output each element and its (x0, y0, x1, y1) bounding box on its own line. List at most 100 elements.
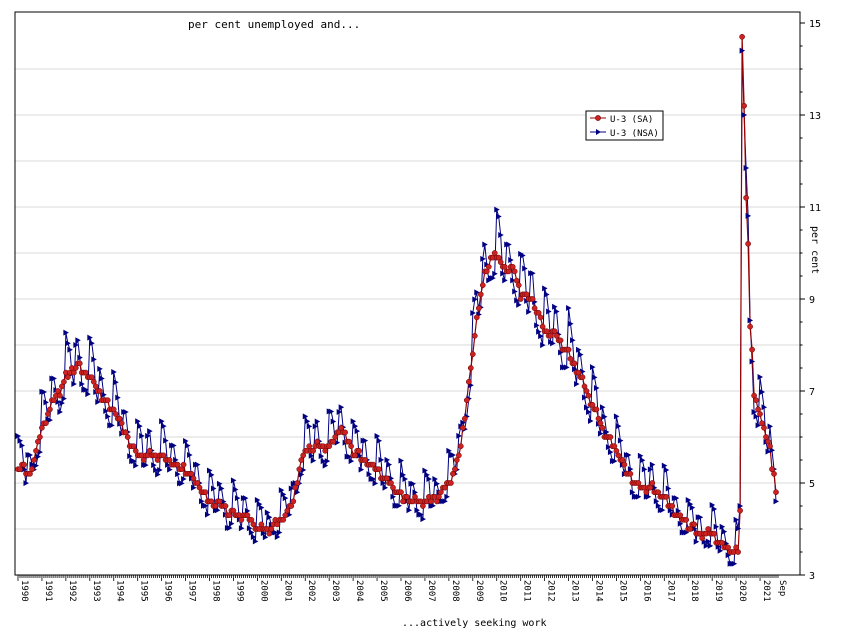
point-nsa (87, 334, 93, 341)
point-nsa (430, 502, 436, 509)
point-sa (342, 429, 348, 436)
x-tick-label: 1998 (210, 580, 220, 602)
x-tick-label: 1992 (67, 580, 77, 602)
x-tick-label: 2010 (498, 580, 508, 602)
point-nsa (426, 475, 432, 482)
point-nsa (544, 291, 550, 298)
point-nsa (731, 560, 738, 567)
point-nsa (490, 275, 496, 282)
point-sa (180, 461, 187, 468)
point-nsa (238, 525, 245, 532)
point-nsa (127, 453, 133, 460)
point-nsa (542, 285, 548, 292)
point-nsa (745, 212, 752, 219)
point-nsa (111, 369, 117, 376)
point-nsa (550, 340, 556, 347)
point-nsa (376, 437, 383, 444)
point-sa (21, 461, 27, 468)
point-nsa (298, 471, 305, 478)
point-nsa (554, 308, 560, 315)
point-nsa (506, 241, 512, 248)
point-nsa (510, 277, 516, 284)
point-nsa (599, 404, 606, 411)
point-nsa (663, 467, 670, 474)
point-sa (104, 397, 111, 404)
point-nsa (755, 422, 762, 429)
point-nsa (516, 301, 522, 308)
point-nsa (414, 507, 420, 514)
point-nsa (83, 386, 89, 393)
point-nsa (719, 523, 726, 530)
point-nsa (350, 418, 357, 425)
point-nsa (472, 296, 478, 303)
y-tick-label: 15 (809, 19, 821, 30)
point-sa (376, 466, 382, 473)
point-nsa (115, 394, 121, 401)
point-nsa (372, 480, 379, 487)
point-nsa (91, 356, 97, 363)
point-nsa (422, 467, 428, 474)
point-nsa (181, 475, 187, 482)
point-nsa (15, 433, 21, 440)
point-nsa (496, 213, 502, 220)
point-sa (33, 447, 39, 454)
point-nsa (101, 391, 107, 398)
point-nsa (75, 337, 81, 344)
point-sa (761, 424, 767, 431)
x-tick-label: 1999 (234, 580, 244, 602)
point-nsa (697, 514, 704, 521)
point-nsa (310, 457, 317, 464)
point-sa (753, 397, 759, 404)
point-nsa (432, 475, 438, 482)
point-nsa (685, 497, 692, 504)
y-tick-label: 9 (809, 295, 815, 306)
point-nsa (578, 351, 584, 358)
point-nsa (89, 340, 95, 347)
point-nsa (687, 501, 694, 508)
point-sa (649, 480, 656, 486)
point-nsa (248, 529, 255, 536)
point-sa (627, 470, 634, 477)
point-nsa (576, 346, 582, 353)
point-sa (96, 388, 103, 394)
point-sa (118, 420, 125, 427)
point-nsa (615, 423, 622, 430)
point-nsa (220, 498, 227, 505)
point-sa (467, 365, 474, 371)
point-nsa (502, 277, 508, 284)
x-tick-label: 2005 (378, 580, 388, 602)
point-nsa (266, 514, 273, 521)
point-nsa (23, 480, 29, 487)
x-tick-label: 1995 (139, 580, 149, 602)
x-tick-label: 2017 (665, 580, 675, 602)
point-sa (463, 397, 470, 404)
point-nsa (324, 458, 331, 465)
point-nsa (546, 308, 552, 315)
x-tick-label: 2007 (426, 580, 436, 602)
point-sa (398, 489, 404, 496)
point-nsa (244, 507, 251, 514)
point-sa (537, 314, 544, 321)
point-nsa (673, 495, 680, 502)
point-nsa (151, 462, 157, 469)
point-nsa (234, 495, 241, 502)
point-nsa (647, 466, 654, 473)
point-nsa (474, 289, 480, 296)
point-nsa (434, 480, 440, 487)
point-nsa (61, 395, 67, 402)
point-nsa (572, 366, 578, 373)
point-sa (348, 443, 354, 450)
x-tick-label: 2004 (354, 580, 364, 602)
point-sa (711, 530, 718, 537)
x-tick-label: 2016 (641, 580, 651, 602)
point-sa (745, 240, 751, 247)
y-tick-label: 3 (809, 571, 815, 582)
y-tick-label: 7 (809, 387, 815, 398)
point-nsa (214, 507, 221, 514)
x-tick-label: 2000 (258, 580, 268, 602)
point-nsa (675, 507, 682, 514)
point-nsa (258, 504, 265, 511)
point-sa (31, 457, 37, 463)
